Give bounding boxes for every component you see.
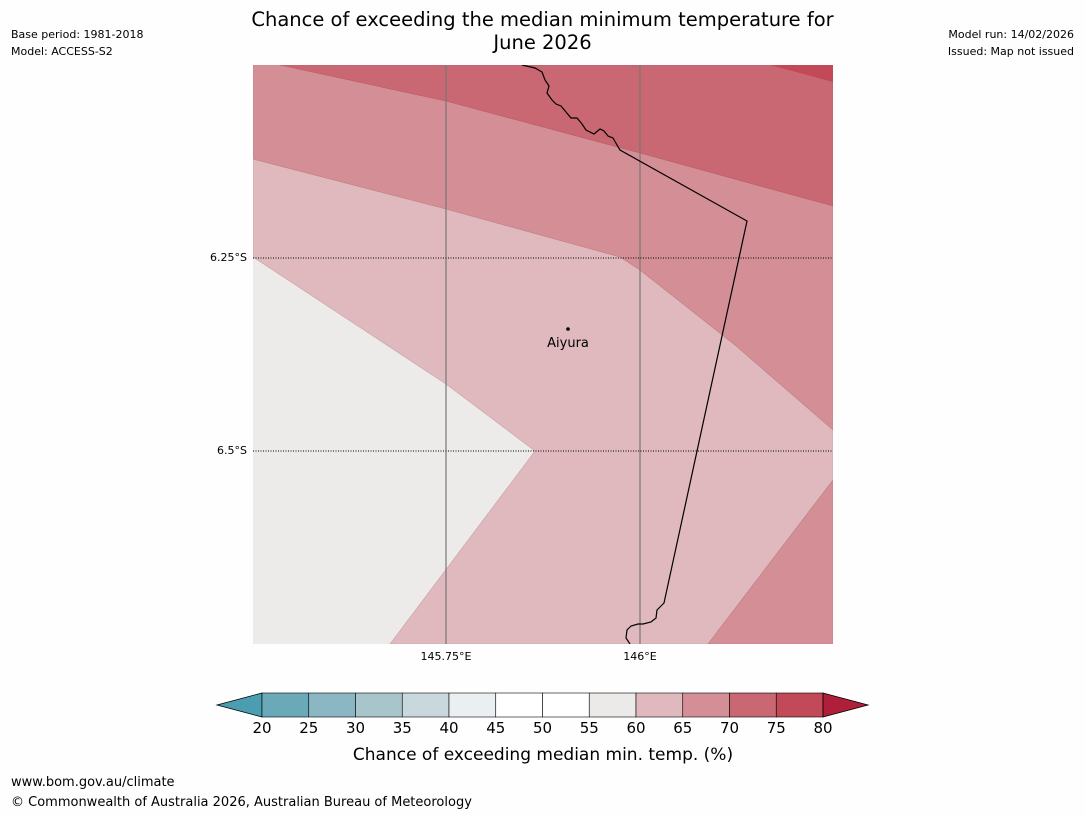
colorbar-label: Chance of exceeding median min. temp. (%…	[352, 745, 734, 765]
base-period: Base period: 1981-2018	[11, 28, 144, 41]
colorbar-segment	[355, 692, 403, 718]
colorbar-tick-label: 25	[299, 719, 319, 737]
issued-status: Issued: Map not issued	[947, 45, 1074, 58]
aiyura-marker	[566, 327, 570, 331]
colorbar-tick-label: 30	[345, 719, 366, 737]
colorbar-tick-label: 80	[813, 719, 833, 737]
colorbar-segment	[635, 692, 684, 718]
meta-right: Model run: 14/02/2026 Issued: Map not is…	[948, 26, 1074, 60]
colorbar-tick-label: 55	[579, 719, 599, 737]
meta-left: Base period: 1981-2018 Model: ACCESS-S2	[11, 26, 143, 60]
colorbar-tick-label: 65	[673, 719, 693, 737]
footer-url: www.bom.gov.au/climate	[11, 775, 175, 790]
colorbar-over-arrow	[822, 692, 870, 718]
colorbar-tick-label: 45	[486, 719, 506, 737]
lat-label-6-5: 6.5°S	[217, 444, 247, 457]
model-name: Model: ACCESS-S2	[11, 45, 113, 58]
colorbar-segment	[588, 692, 637, 718]
colorbar-segment	[308, 692, 356, 718]
lon-label-146: 146°E	[623, 650, 657, 663]
zone-70-75	[279, 65, 833, 207]
colorbar-tick-label: 75	[766, 719, 786, 737]
map-title: Chance of exceeding the median minimum t…	[150, 8, 935, 54]
colorbar-tick-label: 50	[532, 719, 553, 737]
lat-label-6-25: 6.25°S	[210, 251, 247, 264]
colorbar-segment	[261, 692, 310, 718]
zone-65-70-southeast	[707, 479, 833, 644]
colorbar-tick-label: 70	[719, 719, 740, 737]
boundary-line	[521, 65, 748, 644]
colorbar	[215, 692, 870, 718]
lon-label-145-75: 145.75°E	[420, 650, 472, 663]
colorbar-segment	[775, 692, 824, 718]
colorbar-tick-label: 35	[392, 719, 412, 737]
map-plot-area	[253, 65, 833, 644]
colorbar-tick-label: 20	[252, 719, 272, 737]
colorbar-segment	[495, 692, 543, 718]
colorbar-tick-label: 60	[626, 719, 646, 737]
colorbar-tick-label: 40	[439, 719, 459, 737]
place-label-aiyura: Aiyura	[547, 336, 589, 351]
colorbar-segment	[682, 692, 730, 718]
zone-75-80	[770, 65, 833, 82]
colorbar-segment	[542, 692, 590, 718]
model-run: Model run: 14/02/2026	[948, 28, 1074, 41]
title-line-2: June 2026	[493, 31, 592, 54]
colorbar-segment	[401, 692, 450, 718]
footer-copyright: © Commonwealth of Australia 2026, Austra…	[11, 795, 472, 810]
colorbar-under-arrow	[215, 692, 263, 718]
title-line-1: Chance of exceeding the median minimum t…	[251, 8, 834, 31]
colorbar-segment	[448, 692, 497, 718]
colorbar-segment	[729, 692, 777, 718]
